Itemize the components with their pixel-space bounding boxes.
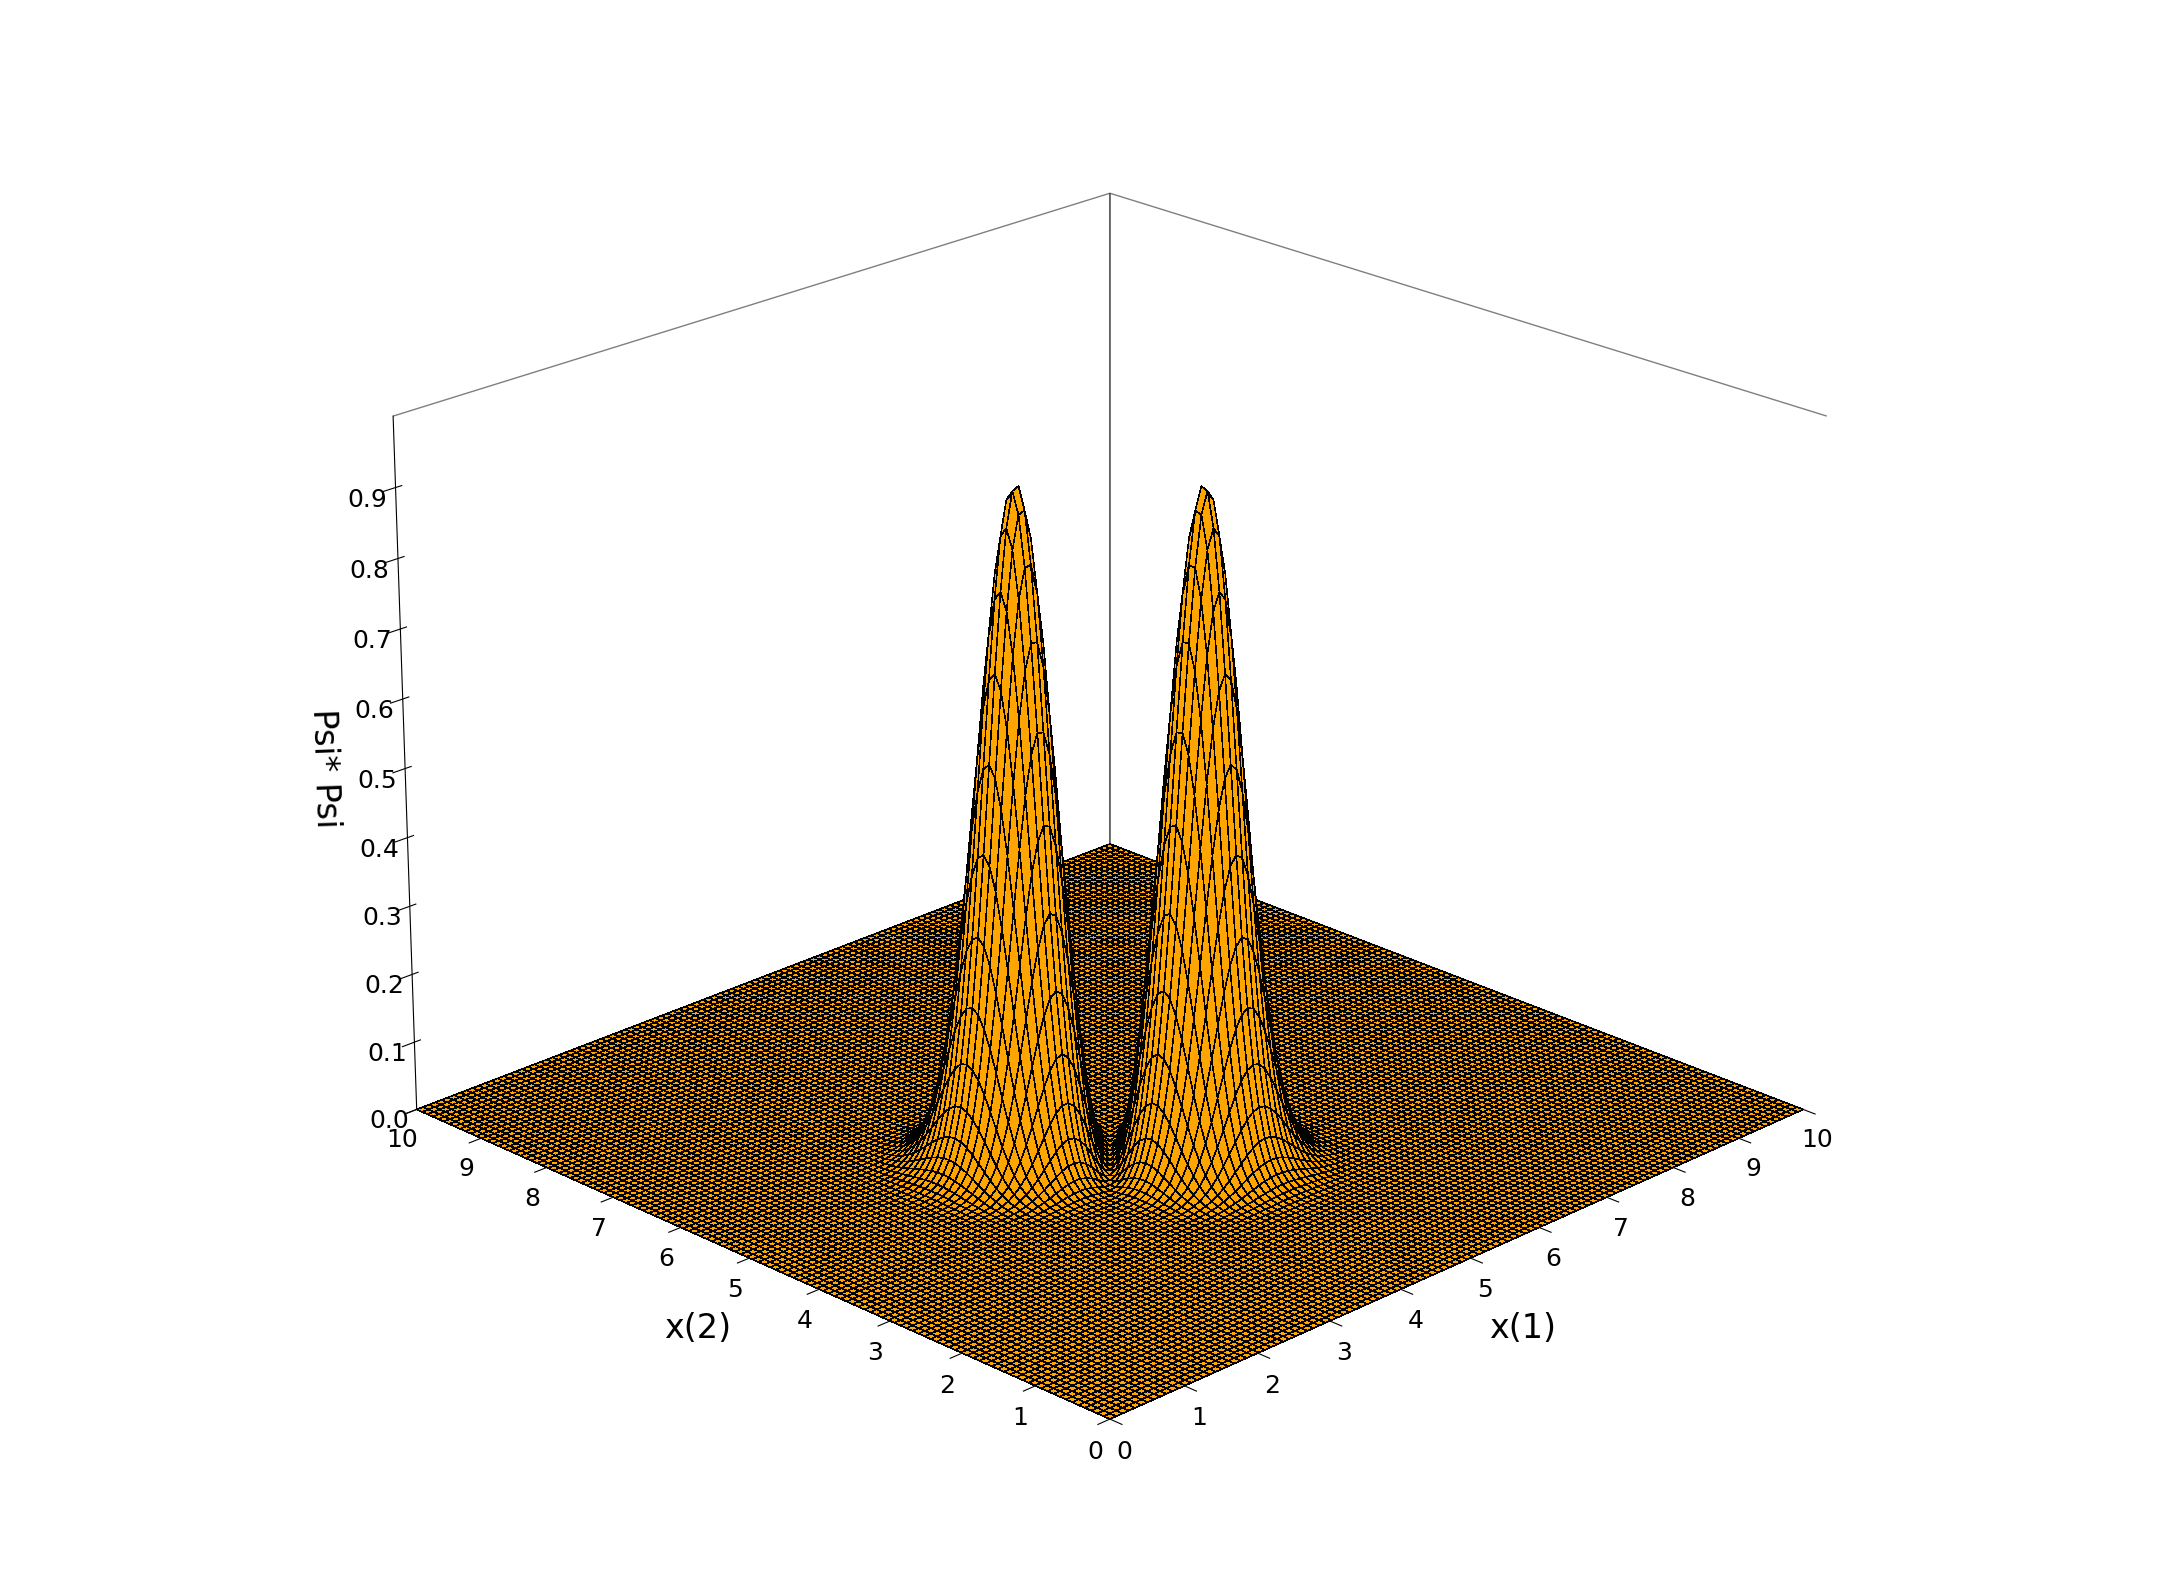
X-axis label: x(1): x(1) [1490,1312,1555,1345]
Y-axis label: x(2): x(2) [664,1312,732,1345]
